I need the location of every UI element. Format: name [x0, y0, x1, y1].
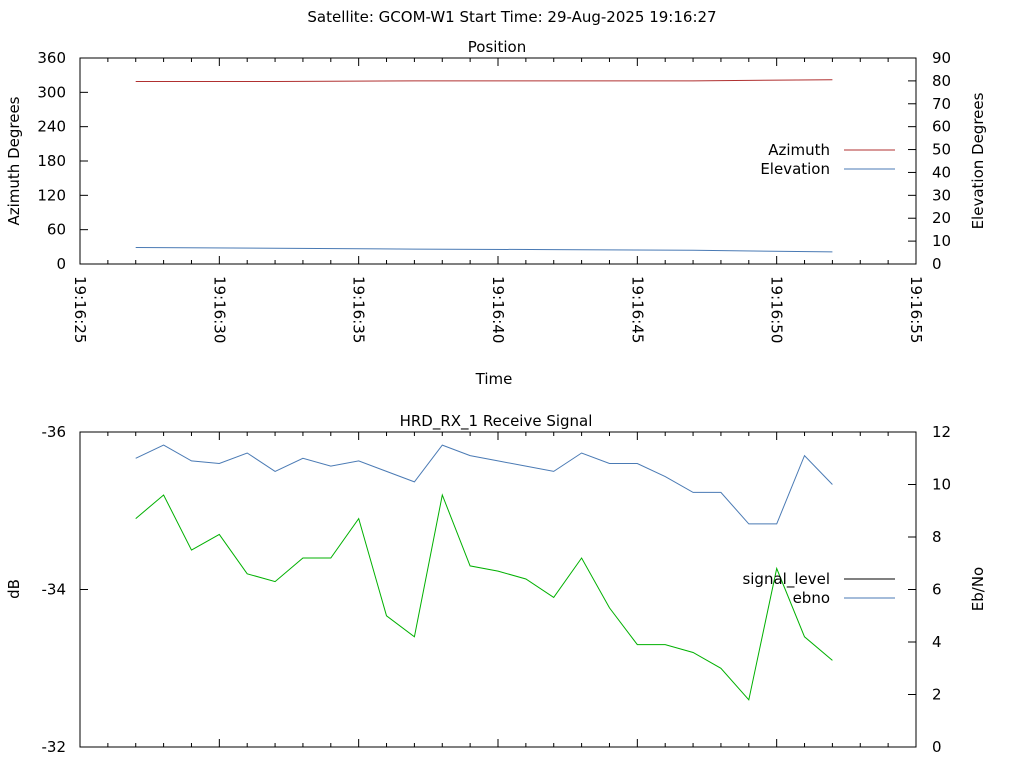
signal-chart-title: HRD_RX_1 Receive Signal: [400, 412, 593, 431]
signal-y-axis-label: dB: [5, 579, 23, 599]
y2-tick-label: 0: [932, 738, 942, 756]
x-tick-label: 19:16:50: [768, 276, 786, 343]
y2-tick-label: 90: [932, 49, 951, 67]
position-chart: Position Azimuth Degrees Elevation Degre…: [5, 38, 987, 388]
x-tick-label: 19:16:30: [210, 276, 228, 343]
y2-tick-label: 20: [932, 209, 951, 227]
y2-tick-label: 60: [932, 118, 951, 136]
y2-tick-label: 80: [932, 72, 951, 90]
azimuth-line: [135, 79, 833, 82]
x-tick-label: 19:16:45: [628, 276, 646, 343]
position-y-axis-label: Azimuth Degrees: [5, 96, 23, 225]
y-tick-label: -34: [42, 581, 67, 599]
position-y2-axis-label: Elevation Degrees: [969, 92, 987, 229]
series-2-line: [135, 493, 833, 701]
position-chart-title: Position: [468, 38, 526, 56]
y2-tick-label: 10: [932, 232, 951, 250]
signal-plot-frame: [79, 431, 917, 748]
y2-tick-label: 12: [932, 423, 951, 441]
y2-tick-label: 30: [932, 186, 951, 204]
y-tick-label: 0: [56, 255, 66, 273]
signal-y2-axis-label: Eb/No: [969, 567, 987, 611]
y-tick-label: 240: [37, 118, 66, 136]
y-tick-label: 180: [37, 152, 66, 170]
legend-label-ebno: ebno: [793, 589, 830, 607]
y-tick-label: 60: [47, 221, 66, 239]
x-tick-label: 19:16:40: [489, 276, 507, 343]
x-tick-label: 19:16:55: [907, 276, 925, 343]
y2-tick-label: 4: [932, 633, 942, 651]
legend-label-signal-level: signal_level: [742, 570, 830, 589]
y-tick-label: 120: [37, 186, 66, 204]
legend-label-azimuth: Azimuth: [768, 141, 830, 159]
y-tick-label: -36: [42, 423, 67, 441]
y2-tick-label: 10: [932, 476, 951, 494]
y2-tick-label: 50: [932, 141, 951, 159]
y2-tick-label: 6: [932, 581, 942, 599]
y2-tick-label: 40: [932, 163, 951, 181]
y2-tick-label: 0: [932, 255, 942, 273]
position-x-axis-label: Time: [475, 370, 513, 388]
y-tick-label: -32: [42, 738, 67, 756]
y2-tick-label: 8: [932, 528, 942, 546]
y-tick-label: 360: [37, 49, 66, 67]
ebno-line: [135, 444, 833, 525]
y2-tick-label: 70: [932, 95, 951, 113]
y-tick-label: 300: [37, 83, 66, 101]
figure-title: Satellite: GCOM-W1 Start Time: 29-Aug-20…: [307, 8, 716, 26]
x-tick-label: 19:16:25: [71, 276, 89, 343]
receive-signal-chart: HRD_RX_1 Receive Signal dB Eb/No -32 -34 -…: [5, 412, 987, 756]
x-tick-label: 19:16:35: [350, 276, 368, 343]
legend-label-elevation: Elevation: [760, 160, 830, 178]
y2-tick-label: 2: [932, 686, 942, 704]
elevation-line: [135, 247, 833, 253]
